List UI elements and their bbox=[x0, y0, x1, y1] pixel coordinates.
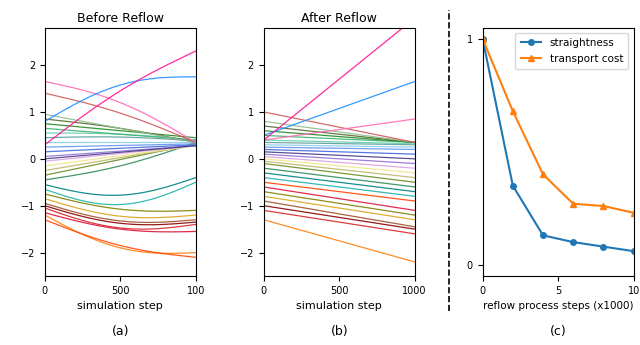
straightness bbox=[539, 233, 547, 237]
Line: transport cost: transport cost bbox=[479, 36, 637, 216]
X-axis label: simulation step: simulation step bbox=[77, 301, 163, 311]
transport cost bbox=[479, 37, 486, 41]
straightness bbox=[600, 245, 607, 249]
transport cost bbox=[600, 204, 607, 208]
transport cost bbox=[630, 211, 637, 215]
transport cost bbox=[570, 202, 577, 206]
straightness bbox=[630, 249, 637, 253]
straightness bbox=[479, 37, 486, 41]
X-axis label: reflow process steps (x1000): reflow process steps (x1000) bbox=[483, 301, 634, 311]
Line: straightness: straightness bbox=[480, 36, 636, 254]
Title: After Reflow: After Reflow bbox=[301, 12, 377, 25]
transport cost bbox=[509, 109, 516, 113]
Legend: straightness, transport cost: straightness, transport cost bbox=[515, 33, 628, 69]
Text: (b): (b) bbox=[330, 325, 348, 338]
straightness bbox=[509, 184, 516, 188]
Text: (a): (a) bbox=[111, 325, 129, 338]
straightness bbox=[570, 240, 577, 244]
Title: Before Reflow: Before Reflow bbox=[77, 12, 164, 25]
transport cost bbox=[539, 172, 547, 176]
Text: (c): (c) bbox=[550, 325, 566, 338]
X-axis label: simulation step: simulation step bbox=[296, 301, 382, 311]
